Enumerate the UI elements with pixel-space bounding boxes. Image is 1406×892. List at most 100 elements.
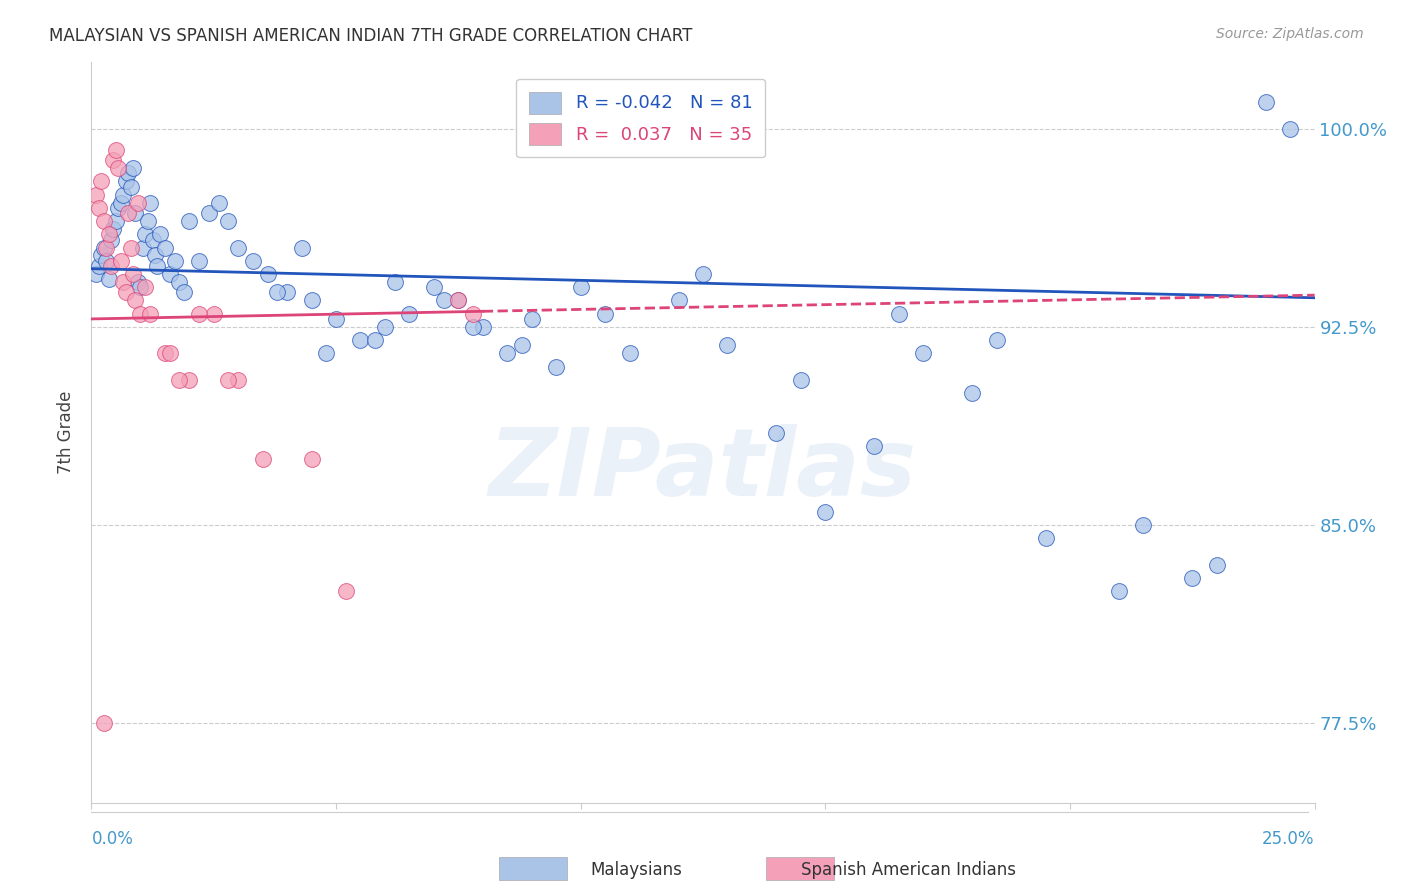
Point <box>90 248 112 262</box>
Point <box>149 227 172 242</box>
Point <box>129 280 152 294</box>
Point <box>1108 584 1130 599</box>
Point <box>110 253 132 268</box>
Point <box>129 307 152 321</box>
Point <box>384 275 406 289</box>
Point <box>301 293 323 308</box>
Point <box>153 240 176 254</box>
Point <box>217 214 239 228</box>
Point <box>179 373 201 387</box>
Point <box>198 206 221 220</box>
Point <box>97 227 120 242</box>
Point <box>863 439 886 453</box>
Point <box>569 280 592 294</box>
Point <box>134 227 156 242</box>
Point <box>127 275 149 289</box>
Text: MALAYSIAN VS SPANISH AMERICAN INDIAN 7TH GRADE CORRELATION CHART: MALAYSIAN VS SPANISH AMERICAN INDIAN 7TH… <box>49 27 693 45</box>
Y-axis label: 7th Grade: 7th Grade <box>58 391 76 475</box>
Point <box>104 143 127 157</box>
Point <box>93 240 115 254</box>
Point <box>136 214 159 228</box>
Text: Spanish American Indians: Spanish American Indians <box>801 861 1017 879</box>
Point <box>103 153 125 168</box>
Point <box>159 346 181 360</box>
Point <box>124 293 146 308</box>
Point <box>103 222 125 236</box>
Point <box>242 253 264 268</box>
Point <box>117 206 139 220</box>
Point <box>593 307 616 321</box>
Point <box>496 346 519 360</box>
Point <box>120 240 142 254</box>
Point <box>986 333 1008 347</box>
Text: Source: ZipAtlas.com: Source: ZipAtlas.com <box>1216 27 1364 41</box>
Point <box>120 179 142 194</box>
Point <box>510 338 533 352</box>
Point <box>169 275 191 289</box>
Point <box>887 307 910 321</box>
Point <box>94 253 117 268</box>
Point <box>84 267 107 281</box>
Point <box>141 233 163 247</box>
Point <box>127 195 149 210</box>
Point <box>1181 571 1204 585</box>
Point <box>335 584 357 599</box>
Point <box>114 174 136 188</box>
Point <box>114 285 136 300</box>
Point <box>226 240 249 254</box>
Point <box>84 187 107 202</box>
Point <box>146 259 169 273</box>
Point <box>112 187 135 202</box>
Point <box>153 346 176 360</box>
Point <box>132 240 155 254</box>
Point <box>1279 121 1302 136</box>
Point <box>692 267 714 281</box>
Point <box>315 346 337 360</box>
Point <box>100 233 122 247</box>
Point <box>188 253 211 268</box>
Point <box>256 267 278 281</box>
Point <box>107 201 129 215</box>
Point <box>94 240 117 254</box>
Point <box>139 307 162 321</box>
Point <box>112 275 135 289</box>
Point <box>301 452 323 467</box>
Point <box>814 505 837 519</box>
Point <box>291 240 314 254</box>
Point <box>461 307 484 321</box>
Point <box>104 214 127 228</box>
Point <box>423 280 446 294</box>
Point <box>447 293 470 308</box>
Point <box>252 452 274 467</box>
Point <box>173 285 195 300</box>
Point <box>139 195 162 210</box>
Text: 25.0%: 25.0% <box>1263 830 1315 847</box>
Point <box>93 716 115 731</box>
Point <box>765 425 787 440</box>
Point <box>276 285 298 300</box>
Point <box>202 307 225 321</box>
Point <box>134 280 156 294</box>
Point <box>143 248 166 262</box>
Point <box>117 167 139 181</box>
Point <box>520 312 543 326</box>
Point <box>471 319 494 334</box>
Point <box>87 259 110 273</box>
Point <box>124 206 146 220</box>
Point <box>163 253 186 268</box>
Text: 0.0%: 0.0% <box>91 830 134 847</box>
Point <box>1132 518 1154 533</box>
Point <box>100 259 122 273</box>
Point <box>159 267 181 281</box>
Point <box>912 346 935 360</box>
Point <box>188 307 211 321</box>
Point <box>110 195 132 210</box>
Point <box>87 201 110 215</box>
Point <box>97 272 120 286</box>
Point <box>1254 95 1277 109</box>
Point <box>374 319 396 334</box>
Point <box>325 312 347 326</box>
Legend: R = -0.042   N = 81, R =  0.037   N = 35: R = -0.042 N = 81, R = 0.037 N = 35 <box>516 78 765 157</box>
Point <box>433 293 456 308</box>
Point <box>364 333 387 347</box>
